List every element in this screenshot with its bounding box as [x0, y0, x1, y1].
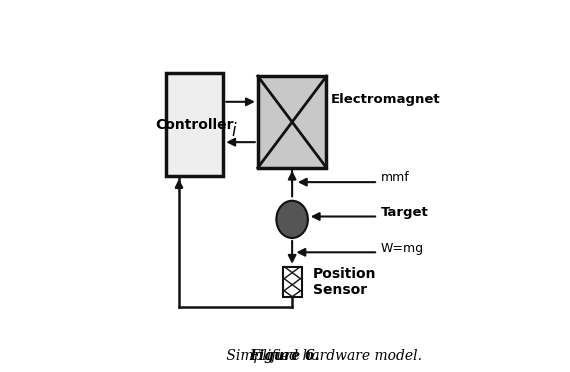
Bar [283, 267, 302, 297]
Text: W=mg: W=mg [381, 241, 424, 254]
Bar [166, 73, 223, 176]
Text: Simplified hardware model.: Simplified hardware model. [222, 349, 422, 363]
Bar [258, 76, 327, 168]
Text: mmf: mmf [381, 171, 410, 185]
Text: i: i [231, 122, 236, 140]
Text: Target: Target [381, 206, 429, 219]
Text: Position
Sensor: Position Sensor [313, 267, 377, 297]
Text: Controller: Controller [156, 118, 234, 132]
Text: Electromagnet: Electromagnet [331, 93, 441, 106]
Text: Figure 6.: Figure 6. [250, 349, 320, 363]
Ellipse shape [276, 201, 308, 238]
